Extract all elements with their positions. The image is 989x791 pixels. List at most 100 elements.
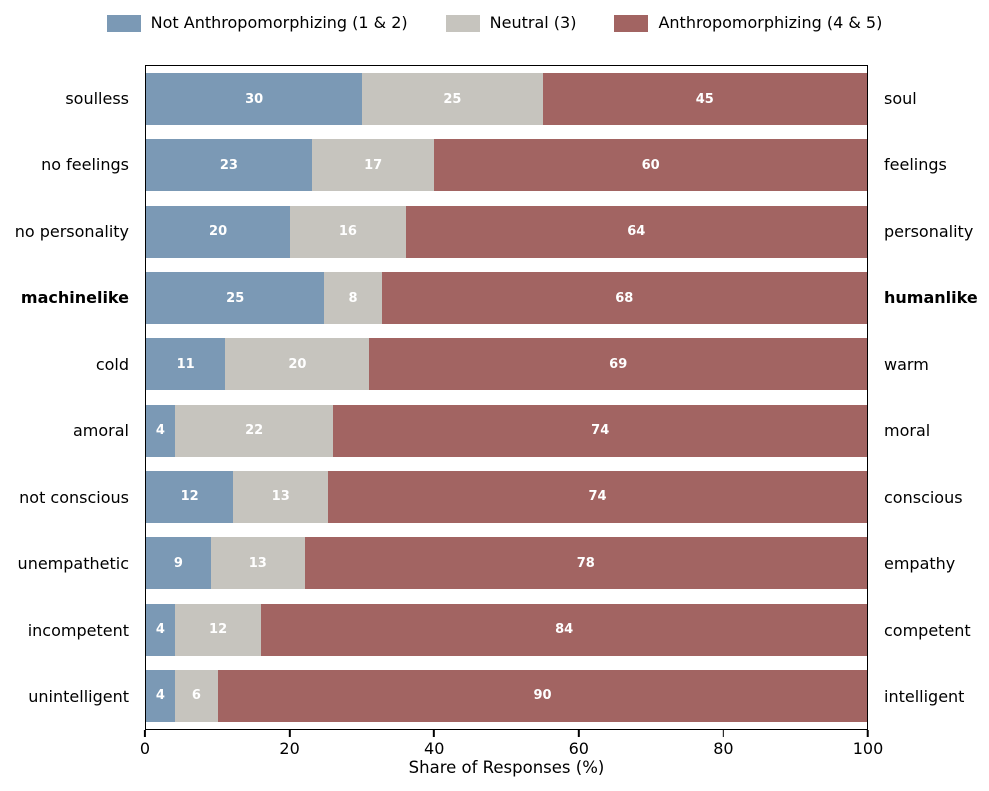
x-tick-mark — [867, 730, 869, 737]
x-tick-mark — [288, 730, 291, 737]
bar-track: 25 8 68 — [146, 272, 867, 325]
y-label-left: amoral — [72, 421, 129, 441]
legend-swatch-icon — [106, 14, 141, 32]
y-label-left: machinelike — [20, 288, 129, 308]
bar-segment: 60 — [434, 139, 867, 192]
x-tick: 20 — [279, 730, 300, 758]
y-axis-right-labels: soul feelings personality humanlike warm mora… — [876, 65, 989, 730]
bar-segment: 4 — [146, 669, 175, 722]
x-tick-mark — [577, 730, 580, 737]
x-tick-label: 40 — [424, 739, 445, 758]
legend-label: Not Anthropomorphizing (1 & 2) — [150, 13, 408, 32]
bar-segment: 84 — [261, 603, 867, 656]
y-label-right: warm — [884, 354, 929, 374]
legend-item: Not Anthropomorphizing (1 & 2) — [106, 13, 408, 32]
bar-value-label: 68 — [615, 290, 634, 306]
bar-segment: 13 — [210, 537, 305, 590]
x-tick: 60 — [569, 730, 589, 758]
bar-value-label: 12 — [180, 489, 199, 505]
bar-value-label: 20 — [209, 224, 228, 240]
y-label-right: personality — [884, 221, 974, 241]
y-label-left: unintelligent — [28, 687, 129, 707]
legend-swatch-icon — [445, 14, 480, 32]
bar-value-label: 64 — [627, 224, 646, 240]
bar-value-label: 74 — [588, 489, 607, 505]
bar-segment: 74 — [328, 470, 867, 523]
bar-segment: 25 — [146, 272, 325, 325]
y-label-right: conscious — [884, 487, 963, 507]
bar-segment: 6 — [174, 669, 219, 722]
bar-value-label: 69 — [609, 356, 628, 372]
bar-segment: 23 — [146, 139, 312, 192]
bar-segment: 30 — [146, 73, 363, 126]
bar-segment: 4 — [146, 603, 175, 656]
bar-segment: 20 — [225, 338, 370, 391]
bar-segment: 20 — [146, 205, 291, 258]
y-label-right: empathy — [884, 554, 956, 574]
bar-segment: 13 — [233, 470, 329, 523]
bar-row: 9 13 78 — [146, 530, 867, 596]
bar-track: 20 16 64 — [146, 205, 867, 258]
y-label-right: soul — [884, 88, 917, 108]
bar-value-label: 23 — [219, 157, 238, 173]
bar-value-label: 25 — [443, 91, 462, 107]
y-label-left: cold — [95, 354, 129, 374]
plot-area: 30 25 45 23 17 60 20 16 64 25 8 68 11 20 69 4 22 74 12 13 74… — [145, 65, 868, 730]
y-label-left: incompetent — [27, 620, 129, 640]
legend-swatch-icon — [614, 14, 649, 32]
x-axis-title: Share of Responses (%) — [408, 758, 605, 777]
bar-segment: 12 — [174, 603, 262, 656]
x-tick: 0 — [140, 730, 150, 758]
bar-segment: 11 — [146, 338, 226, 391]
bar-row: 20 16 64 — [146, 199, 867, 265]
bar-row: 4 12 84 — [146, 596, 867, 662]
x-tick-mark — [144, 730, 146, 737]
bar-row: 23 17 60 — [146, 132, 867, 198]
bar-track: 30 25 45 — [146, 73, 867, 126]
bar-row: 11 20 69 — [146, 331, 867, 397]
bar-track: 4 6 90 — [146, 669, 867, 722]
y-label-left: no personality — [14, 221, 129, 241]
bar-value-label: 13 — [271, 489, 290, 505]
bar-value-label: 6 — [191, 688, 201, 704]
bar-value-label: 11 — [176, 356, 195, 372]
x-tick-label: 80 — [713, 739, 734, 758]
y-label-right: moral — [884, 421, 931, 441]
bar-segment: 74 — [333, 404, 867, 457]
bar-segment: 45 — [542, 73, 867, 126]
legend-label: Neutral (3) — [489, 13, 577, 32]
legend-label: Anthropomorphizing (4 & 5) — [658, 13, 883, 32]
bar-value-label: 13 — [248, 555, 267, 571]
y-label-left: no feelings — [41, 155, 129, 175]
y-label-left: unempathetic — [17, 554, 129, 574]
y-label-right: competent — [884, 620, 971, 640]
bar-segment: 68 — [381, 272, 867, 325]
bar-segment: 9 — [146, 537, 211, 590]
bar-row: 4 22 74 — [146, 398, 867, 464]
bar-value-label: 78 — [576, 555, 595, 571]
bar-value-label: 30 — [245, 91, 264, 107]
bar-value-label: 4 — [155, 622, 165, 638]
bar-value-label: 25 — [226, 290, 245, 306]
bar-value-label: 45 — [695, 91, 714, 107]
bar-value-label: 4 — [155, 423, 165, 439]
y-label-left: not conscious — [19, 487, 129, 507]
x-tick-label: 60 — [568, 739, 589, 758]
bar-value-label: 60 — [641, 157, 660, 173]
x-tick: 40 — [424, 730, 444, 758]
bar-segment: 64 — [405, 205, 867, 258]
bar-value-label: 84 — [555, 622, 574, 638]
x-tick-label: 100 — [852, 739, 884, 758]
bar-value-label: 16 — [338, 224, 357, 240]
bar-track: 4 12 84 — [146, 603, 867, 656]
bar-value-label: 9 — [173, 555, 183, 571]
bar-segment: 25 — [362, 73, 543, 126]
y-label-right: intelligent — [884, 687, 965, 707]
bar-row: 25 8 68 — [146, 265, 867, 331]
bar-segment: 69 — [369, 338, 867, 391]
bar-segment: 17 — [311, 139, 435, 192]
bar-value-label: 12 — [209, 622, 228, 638]
legend-item: Neutral (3) — [445, 13, 577, 32]
x-tick-label: 0 — [139, 739, 151, 758]
x-tick-mark — [722, 730, 725, 737]
